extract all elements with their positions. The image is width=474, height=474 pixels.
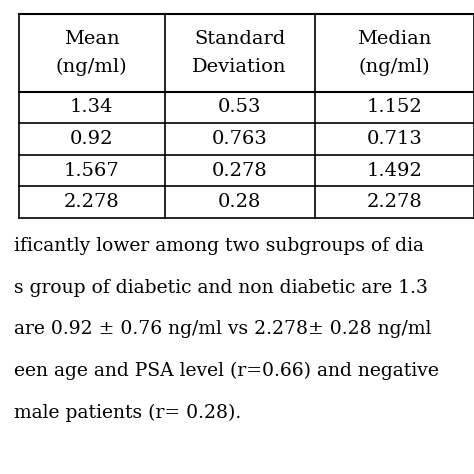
Text: 0.763: 0.763 xyxy=(212,130,268,148)
Text: (ng/ml): (ng/ml) xyxy=(358,58,430,76)
Text: Mean: Mean xyxy=(64,30,119,48)
Text: 1.152: 1.152 xyxy=(366,99,422,117)
Text: 0.278: 0.278 xyxy=(212,162,267,180)
Text: s group of diabetic and non diabetic are 1.3: s group of diabetic and non diabetic are… xyxy=(14,279,428,297)
Text: (ng/ml): (ng/ml) xyxy=(56,58,128,76)
Text: male patients (r= 0.28).: male patients (r= 0.28). xyxy=(14,404,241,422)
Text: Standard: Standard xyxy=(194,30,285,48)
Text: Median: Median xyxy=(357,30,431,48)
Text: 0.28: 0.28 xyxy=(218,193,261,211)
Text: 2.278: 2.278 xyxy=(64,193,119,211)
Text: 0.53: 0.53 xyxy=(218,99,261,117)
Text: een age and PSA level (r=0.66) and negative: een age and PSA level (r=0.66) and negat… xyxy=(14,362,439,381)
Text: are 0.92 ± 0.76 ng/ml vs 2.278± 0.28 ng/ml: are 0.92 ± 0.76 ng/ml vs 2.278± 0.28 ng/… xyxy=(14,320,432,338)
Text: 0.92: 0.92 xyxy=(70,130,113,148)
Text: 1.492: 1.492 xyxy=(366,162,422,180)
Text: 1.567: 1.567 xyxy=(64,162,119,180)
Text: 0.713: 0.713 xyxy=(366,130,422,148)
Text: Deviation: Deviation xyxy=(192,58,287,76)
Text: 1.34: 1.34 xyxy=(70,99,113,117)
Text: ificantly lower among two subgroups of dia: ificantly lower among two subgroups of d… xyxy=(14,237,424,255)
Text: 2.278: 2.278 xyxy=(366,193,422,211)
